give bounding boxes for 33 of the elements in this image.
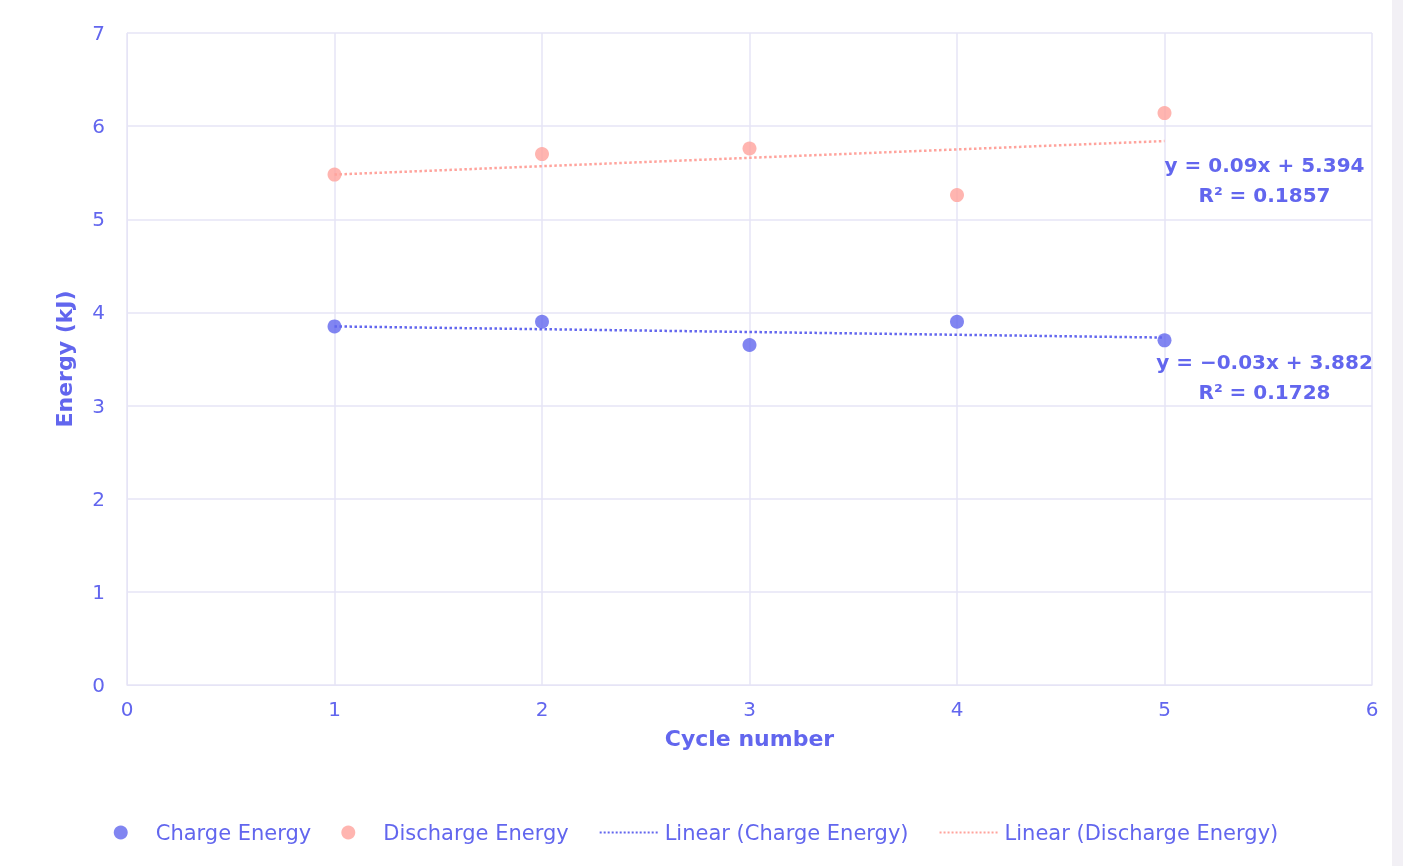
x-tick-label: 1 <box>328 697 341 721</box>
point <box>535 314 549 329</box>
point <box>742 141 757 156</box>
y-tick-label: 0 <box>92 673 105 697</box>
annotation: R² = 0.1728 <box>1198 379 1331 404</box>
y-tick-label: 6 <box>92 114 105 139</box>
y-tick-label: 1 <box>92 579 105 604</box>
legend-label: Discharge Energy <box>383 820 569 845</box>
x-tick-label: 6 <box>1365 697 1379 721</box>
point <box>742 338 757 353</box>
x-tick-label: 3 <box>743 697 756 721</box>
x-axis-title: Cycle number <box>664 725 835 751</box>
point <box>950 314 964 329</box>
annotation: y = −0.03x + 3.882 <box>1156 349 1373 374</box>
legend-label: Charge Energy <box>155 820 312 845</box>
y-tick-label: 4 <box>92 300 105 325</box>
point <box>535 147 549 162</box>
y-axis-title: Energy (kJ) <box>51 290 77 428</box>
annotation: R² = 0.1857 <box>1198 183 1331 208</box>
annotation: y = 0.09x + 5.394 <box>1164 153 1365 178</box>
x-tick-label: 5 <box>1158 697 1171 721</box>
y-tick-label: 3 <box>92 393 105 418</box>
y-tick-label: 2 <box>92 486 105 511</box>
x-tick-label: 2 <box>535 697 549 721</box>
point <box>950 188 964 203</box>
legend-label: Linear (Discharge Energy) <box>1004 820 1279 845</box>
y-tick-label: 7 <box>92 21 105 45</box>
x-tick-label: 4 <box>950 697 964 721</box>
y-tick-label: 5 <box>92 207 105 232</box>
point <box>1157 333 1172 348</box>
point <box>1157 106 1172 121</box>
legend-label: Linear (Charge Energy) <box>664 820 909 845</box>
x-tick-label: 0 <box>120 697 134 721</box>
